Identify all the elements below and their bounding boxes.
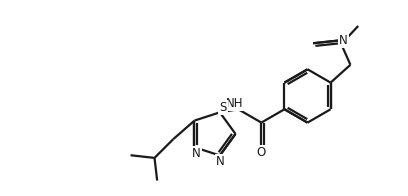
Text: N: N [215,155,224,168]
Text: N: N [339,34,348,47]
Text: NH: NH [226,97,243,110]
Text: N: N [192,147,201,160]
Text: O: O [257,146,266,159]
Text: S: S [219,101,226,114]
